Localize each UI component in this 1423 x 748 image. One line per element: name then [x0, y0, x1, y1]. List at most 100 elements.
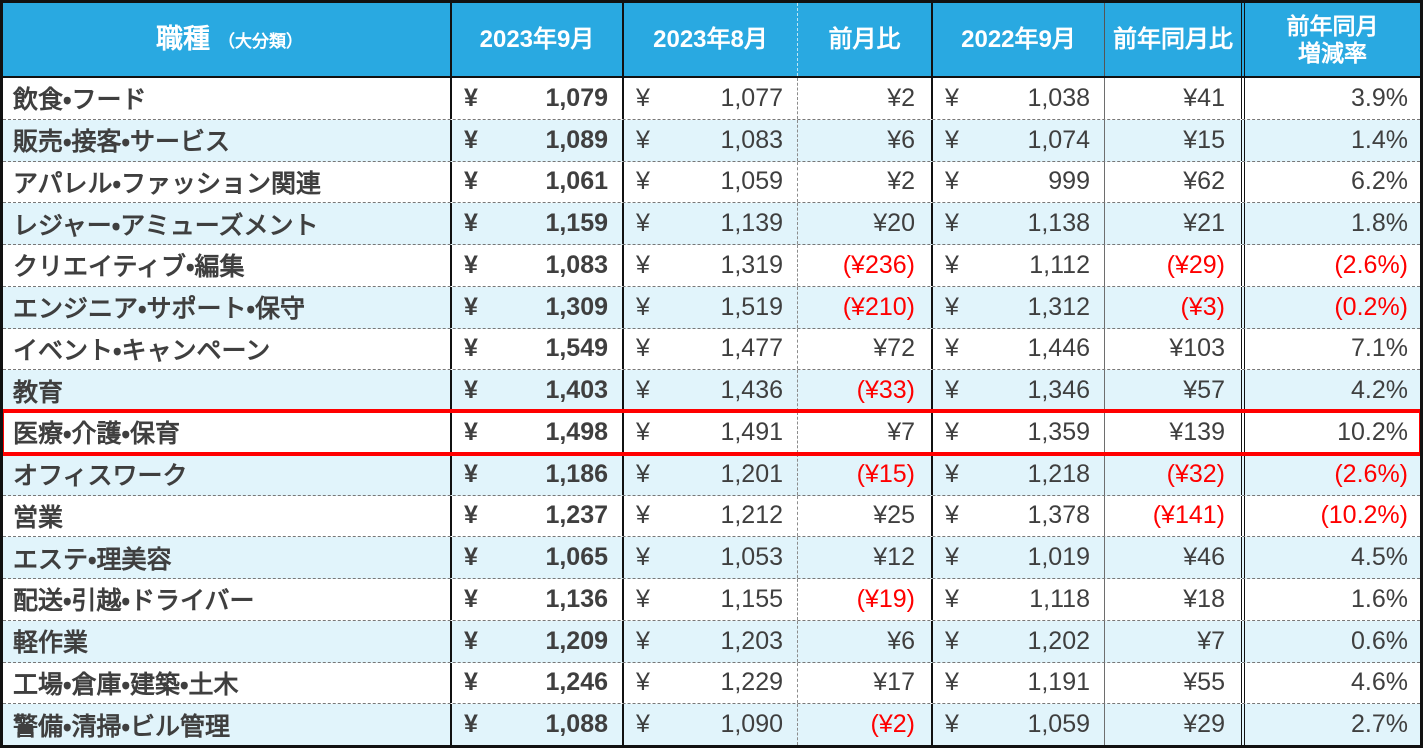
yoy-rate-value: 10.2%: [1337, 417, 1408, 446]
aug2023-value: 1,083: [720, 125, 783, 154]
yen-symbol: ¥: [945, 626, 959, 655]
sep2022-cell: ¥ 1,019: [933, 537, 1105, 578]
mom-diff-value: ¥2: [887, 83, 915, 112]
job-category-label: 販売・接客・サービス: [13, 128, 231, 157]
job-category-label: 医療・介護・保育: [13, 420, 181, 449]
job-category-label: エステ・理美容: [13, 545, 172, 574]
yen-symbol: ¥: [945, 167, 959, 196]
sep2023-value: 1,403: [545, 376, 608, 405]
aug2023-cell: ¥ 1,203: [624, 620, 798, 662]
table-row: 警備・清掃・ビル管理 ¥ 1,088 ¥ 1,090 (¥2) ¥ 1,059 …: [3, 704, 1420, 745]
yen-symbol: ¥: [636, 334, 650, 363]
aug2023-cell: ¥ 1,139: [624, 203, 798, 244]
sep2022-cell: ¥ 1,346: [933, 370, 1105, 411]
sep2023-value: 1,083: [545, 250, 608, 279]
yen-symbol: ¥: [464, 626, 478, 655]
sep2023-cell: ¥ 1,237: [452, 495, 624, 537]
sep2022-value: 1,118: [1029, 584, 1090, 613]
aug2023-cell: ¥ 1,059: [624, 161, 798, 203]
sep2022-cell: ¥ 1,074: [933, 119, 1105, 161]
job-category-label: 配送・引越・ドライバー: [13, 587, 255, 616]
sep2022-cell: ¥ 1,218: [933, 453, 1105, 495]
yen-symbol: ¥: [636, 459, 650, 488]
mom-diff-value: (¥236): [842, 250, 915, 279]
yoy-rate-cell: 4.6%: [1245, 663, 1420, 704]
yen-symbol: ¥: [945, 250, 959, 279]
yen-symbol: ¥: [945, 125, 959, 154]
yen-symbol: ¥: [636, 626, 650, 655]
sep2023-value: 1,079: [545, 83, 608, 112]
yoy-rate-cell: 2.7%: [1245, 704, 1420, 745]
header-yoy-rate: 前年同月 増減率: [1286, 13, 1379, 66]
header-yoy-diff: 前年同月比: [1105, 3, 1245, 76]
mom-diff-cell: ¥17: [798, 662, 933, 704]
yoy-rate-cell: 0.6%: [1245, 621, 1420, 662]
aug2023-value: 1,053: [720, 543, 783, 572]
sep2023-value: 1,237: [545, 501, 608, 530]
sep2023-value: 1,209: [545, 626, 608, 655]
yoy-rate-value: 6.2%: [1351, 167, 1408, 196]
job-category-cell: レジャー・アミューズメント: [3, 203, 452, 244]
yoy-rate-cell: 6.2%: [1245, 162, 1420, 203]
yoy-rate-value: (2.6%): [1334, 459, 1408, 488]
job-category-label: 警備・清掃・ビル管理: [13, 712, 231, 741]
job-category-label: クリエイティブ・編集: [13, 253, 245, 282]
table-header-row: 職種 （大分類） 2023年9月 2023年8月 前月比 2022年9月 前年同…: [3, 3, 1420, 78]
yoy-rate-value: 4.5%: [1351, 543, 1408, 572]
aug2023-value: 1,155: [720, 584, 783, 613]
job-category-cell: 営業: [3, 495, 452, 537]
table-row: 配送・引越・ドライバー ¥ 1,136 ¥ 1,155 (¥19) ¥ 1,11…: [3, 579, 1420, 621]
yoy-rate-value: 1.4%: [1351, 125, 1408, 154]
sep2023-value: 1,246: [545, 668, 608, 697]
header-job-category: 職種 （大分類）: [3, 3, 452, 76]
aug2023-value: 1,059: [720, 167, 783, 196]
aug2023-value: 1,319: [720, 250, 783, 279]
mom-diff-value: ¥20: [873, 209, 915, 238]
sep2023-cell: ¥ 1,065: [452, 537, 624, 578]
sep2022-cell: ¥ 1,446: [933, 328, 1105, 370]
yoy-diff-cell: ¥46: [1105, 537, 1245, 578]
yen-symbol: ¥: [945, 376, 959, 405]
yen-symbol: ¥: [945, 417, 959, 446]
job-category-cell: 医療・介護・保育: [3, 412, 452, 453]
aug2023-cell: ¥ 1,436: [624, 370, 798, 411]
yoy-rate-cell: (2.6%): [1245, 454, 1420, 495]
sep2023-cell: ¥ 1,403: [452, 370, 624, 411]
yen-symbol: ¥: [464, 209, 478, 238]
yoy-diff-value: (¥3): [1180, 292, 1225, 321]
yen-symbol: ¥: [636, 501, 650, 530]
table-row: 販売・接客・サービス ¥ 1,089 ¥ 1,083 ¥6 ¥ 1,074 ¥1…: [3, 119, 1420, 162]
yoy-rate-value: 7.1%: [1351, 334, 1408, 363]
sep2023-cell: ¥ 1,159: [452, 203, 624, 244]
yen-symbol: ¥: [945, 459, 959, 488]
yoy-rate-value: 0.6%: [1351, 626, 1408, 655]
table-row: エンジニア・サポート・保守 ¥ 1,309 ¥ 1,519 (¥210) ¥ 1…: [3, 286, 1420, 329]
sep2023-value: 1,065: [545, 543, 608, 572]
yoy-rate-cell: (10.2%): [1245, 496, 1420, 537]
yen-symbol: ¥: [945, 543, 959, 572]
sep2022-cell: ¥ 1,378: [933, 495, 1105, 537]
yen-symbol: ¥: [945, 501, 959, 530]
yoy-diff-cell: (¥29): [1105, 245, 1245, 286]
yoy-diff-value: (¥29): [1166, 250, 1225, 279]
header-aug2023: 2023年8月: [624, 3, 798, 76]
mom-diff-value: (¥210): [842, 292, 915, 321]
yoy-rate-cell: (0.2%): [1245, 287, 1420, 328]
yoy-rate-cell: 4.5%: [1245, 537, 1420, 578]
aug2023-value: 1,519: [720, 292, 783, 321]
yoy-diff-cell: ¥57: [1105, 370, 1245, 411]
yoy-rate-value: 4.2%: [1351, 376, 1408, 405]
header-job-category-sub: （大分類）: [218, 32, 303, 52]
sep2022-value: 1,059: [1027, 710, 1090, 739]
yoy-diff-cell: ¥18: [1105, 579, 1245, 620]
mom-diff-cell: (¥33): [798, 370, 933, 411]
yen-symbol: ¥: [464, 376, 478, 405]
yen-symbol: ¥: [945, 584, 959, 613]
sep2022-value: 1,019: [1027, 543, 1090, 572]
sep2022-value: 999: [1048, 167, 1090, 196]
yen-symbol: ¥: [464, 501, 478, 530]
yoy-diff-value: ¥21: [1183, 209, 1225, 238]
yoy-diff-value: ¥57: [1183, 376, 1225, 405]
mom-diff-cell: ¥6: [798, 620, 933, 662]
